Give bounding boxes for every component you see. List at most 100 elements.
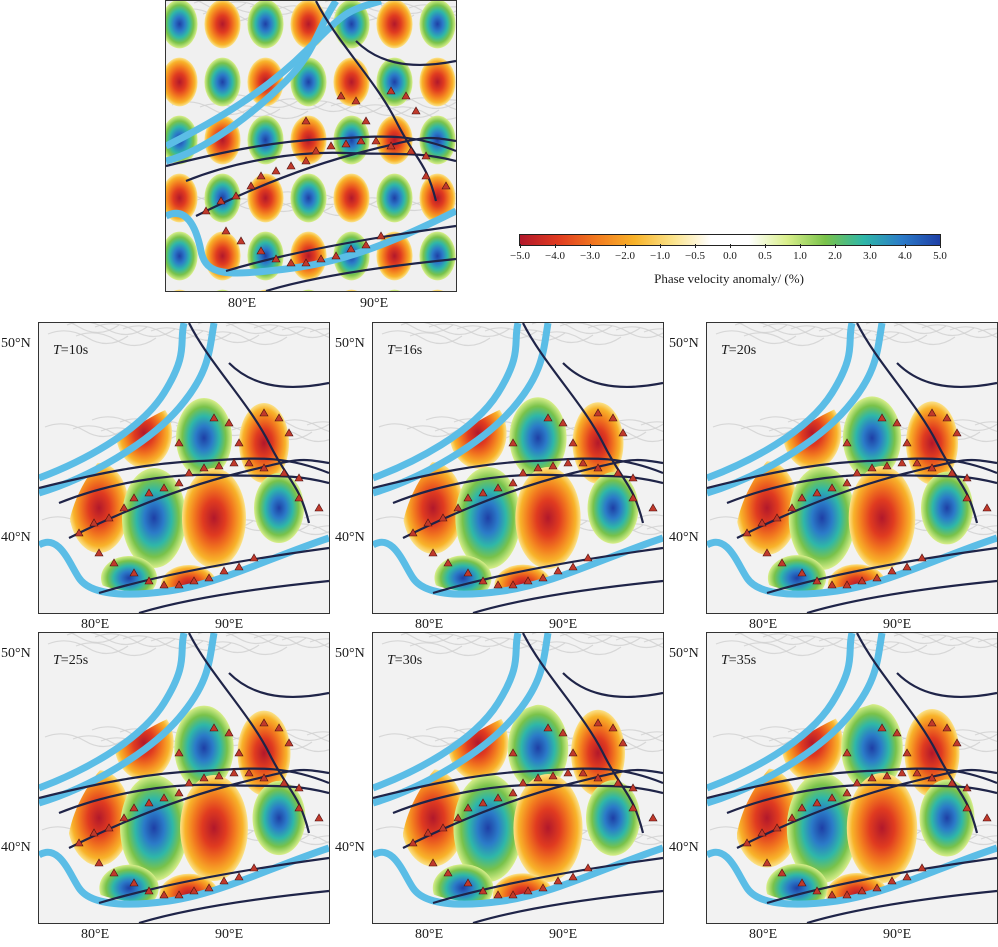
seismic-station-marker	[912, 458, 922, 467]
fault-line	[39, 767, 329, 800]
seismic-station-marker	[842, 890, 852, 899]
terrain-ridge	[971, 824, 997, 829]
period-value: =30s	[394, 653, 423, 668]
seismic-station-marker	[286, 161, 296, 170]
positive-anomaly-cell	[453, 774, 523, 882]
seismic-station-marker	[249, 863, 259, 872]
terrain-ridge	[977, 328, 997, 333]
terrain-ridge	[846, 639, 928, 654]
terrain-ridge	[378, 733, 460, 748]
positive-anomaly-cell	[247, 115, 284, 165]
block-boundary-line	[166, 1, 382, 150]
terrain-ridge	[977, 638, 997, 643]
seismic-station-marker	[199, 463, 209, 472]
block-boundary-line	[707, 534, 997, 598]
lon-label-80: 80°E	[81, 617, 110, 632]
tomography-map-2	[373, 323, 663, 613]
seismic-station-marker	[583, 863, 593, 872]
fault-line	[806, 579, 997, 613]
block-boundary-line	[707, 633, 886, 807]
seismic-station-marker	[201, 206, 211, 215]
seismic-station-marker	[797, 568, 807, 577]
lat-label-50: 50°N	[1, 336, 31, 351]
colorbar-tick-mark	[940, 244, 941, 248]
block-boundary-line	[166, 1, 339, 165]
terrain-ridge	[612, 419, 663, 432]
terrain-ridge	[734, 323, 816, 336]
terrain-ridge	[818, 637, 900, 652]
terrain-ridge	[743, 332, 825, 347]
colorbar-tick-label: 2.0	[828, 250, 842, 262]
seismic-station-marker	[867, 773, 877, 782]
fault-line	[265, 257, 456, 291]
seismic-station-marker	[952, 428, 962, 437]
terrain-ridge	[409, 332, 491, 347]
seismic-station-marker	[224, 418, 234, 427]
terrain-ridge	[512, 329, 594, 344]
terrain-ridge	[225, 323, 307, 337]
seismic-station-marker	[109, 868, 119, 877]
block-boundary-line	[39, 323, 218, 497]
period-value: =10s	[60, 343, 89, 358]
negative-anomaly-cell	[376, 1, 413, 49]
positive-anomaly-cell	[166, 1, 198, 49]
seismic-station-marker	[144, 798, 154, 807]
positive-anomaly-cell	[786, 773, 858, 883]
seismic-station-marker	[119, 813, 129, 822]
seismic-station-marker	[184, 778, 194, 787]
seismic-station-marker	[453, 813, 463, 822]
seismic-station-marker	[553, 876, 563, 885]
terrain-ridge	[531, 633, 613, 645]
seismic-station-marker	[109, 558, 119, 567]
seismic-station-marker	[628, 473, 638, 482]
seismic-station-marker	[301, 258, 311, 267]
fault-line	[228, 362, 329, 389]
tomography-panel-4: T=25s	[38, 632, 330, 924]
positive-anomaly-cell	[120, 775, 188, 881]
seismic-station-marker	[902, 562, 912, 571]
seismic-station-marker	[942, 413, 952, 422]
seismic-station-marker	[892, 418, 902, 427]
colorbar-title: Phase velocity anomaly/ (%)	[654, 271, 804, 286]
lon-label-80: 80°E	[749, 927, 778, 942]
seismic-station-marker	[852, 468, 862, 477]
fault-line	[856, 323, 979, 524]
lat-label-40: 40°N	[335, 530, 365, 545]
terrain-ridge	[946, 729, 997, 742]
fault-line	[138, 889, 329, 923]
terrain-ridge	[921, 634, 997, 649]
lon-label-90: 90°E	[549, 927, 578, 942]
seismic-station-marker	[857, 576, 867, 585]
colorbar-tick-mark	[730, 244, 731, 248]
seismic-station-marker	[762, 858, 772, 867]
seismic-station-marker	[326, 141, 336, 150]
terrain-ridge	[47, 330, 129, 345]
period-symbol: T	[387, 343, 395, 358]
terrain-ridge	[373, 323, 454, 334]
terrain-ridge	[949, 636, 997, 648]
seismic-station-marker	[742, 528, 752, 537]
block-boundary-line	[39, 534, 329, 598]
terrain-ridge	[921, 324, 997, 339]
fault-line	[315, 1, 438, 202]
seismic-station-marker	[423, 518, 433, 527]
fault-line	[522, 633, 645, 834]
seismic-station-marker	[578, 458, 588, 467]
seismic-station-marker	[411, 106, 421, 115]
tomography-map-3	[707, 323, 997, 613]
negative-anomaly-cell	[166, 57, 198, 107]
seismic-station-marker	[508, 890, 518, 899]
fault-line	[373, 457, 663, 490]
terrain-ridge	[66, 323, 148, 336]
seismic-station-marker	[757, 828, 767, 837]
seismic-station-marker	[236, 236, 246, 245]
seismic-station-marker	[648, 503, 658, 512]
fault-line	[98, 856, 329, 905]
period-value: =25s	[60, 653, 89, 668]
terrain-ridge	[122, 325, 204, 340]
seismic-station-marker	[331, 251, 341, 260]
terrain-ridge	[712, 733, 794, 748]
seismic-station-marker	[219, 876, 229, 885]
seismic-station-marker	[174, 478, 184, 487]
seismic-station-marker	[543, 413, 553, 422]
